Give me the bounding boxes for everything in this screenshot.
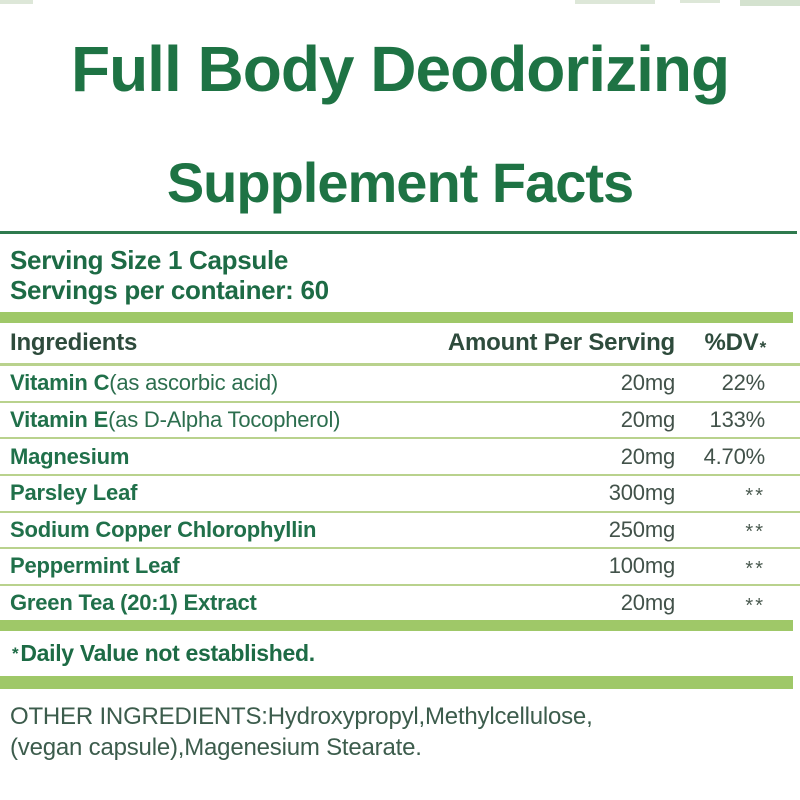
ingredient-amount: 20mg: [620, 590, 675, 616]
ingredient-dv: **: [745, 521, 765, 544]
title-divider: [0, 231, 797, 235]
other-ingredients-line1: OTHER INGREDIENTS:Hydroxypropyl,Methylce…: [10, 703, 593, 731]
top-edge-artifact: [740, 0, 800, 6]
ingredient-dv: 133%: [709, 407, 766, 433]
ingredient-name: Peppermint Leaf: [10, 553, 180, 579]
servings-per-container: Servings per container: 60: [10, 275, 329, 306]
ingredient-name: Magnesium: [10, 443, 130, 469]
ingredient-dv: 22%: [721, 370, 766, 396]
dv-asterisk: *: [759, 338, 767, 358]
header-dv: %DV*: [704, 329, 767, 358]
ingredient-amount: 20mg: [620, 370, 675, 396]
ingredient-dv: **: [745, 594, 765, 617]
ingredient-name: Green Tea (20:1) Extract: [10, 590, 257, 616]
ingredients-table: Vitamin C(as ascorbic acid) 20mg 22% Vit…: [0, 366, 800, 620]
section-bar: [0, 620, 793, 632]
ingredient-amount: 300mg: [608, 480, 675, 506]
ingredient-amount: 20mg: [620, 407, 675, 433]
product-title: Full Body Deodorizing: [70, 33, 730, 105]
top-edge-artifact: [0, 0, 33, 4]
table-row: Peppermint Leaf 100mg **: [0, 549, 800, 586]
ingredient-name: Vitamin C(as ascorbic acid): [10, 370, 279, 396]
serving-info: Serving Size 1 Capsule Servings per cont…: [0, 234, 800, 305]
ingredient-name: Parsley Leaf: [10, 480, 138, 506]
table-row: Vitamin C(as ascorbic acid) 20mg 22%: [0, 366, 800, 403]
table-header-row: Ingredients Amount Per Serving %DV*: [0, 323, 800, 367]
ingredient-amount: 250mg: [608, 516, 675, 542]
table-row: Green Tea (20:1) Extract 20mg **: [0, 586, 800, 621]
serving-size: Serving Size 1 Capsule: [10, 245, 289, 276]
table-row: Parsley Leaf 300mg **: [0, 476, 800, 513]
daily-value-footnote: *Daily Value not established.: [0, 631, 800, 676]
header-amount-per-serving: Amount Per Serving: [447, 329, 675, 357]
top-edge-artifact: [575, 0, 655, 4]
footnote-asterisk: *: [12, 644, 19, 664]
table-row: Magnesium 20mg 4.70%: [0, 439, 800, 476]
ingredient-dv: **: [745, 484, 765, 507]
section-bar: [0, 312, 793, 324]
other-ingredients: OTHER INGREDIENTS:Hydroxypropyl,Methylce…: [0, 689, 800, 763]
ingredient-name: Sodium Copper Chlorophyllin: [10, 516, 317, 542]
footnote-text: Daily Value not established.: [20, 640, 315, 667]
table-row: Sodium Copper Chlorophyllin 250mg **: [0, 513, 800, 550]
ingredient-name: Vitamin E(as D-Alpha Tocopherol): [10, 407, 341, 433]
table-row: Vitamin E(as D-Alpha Tocopherol) 20mg 13…: [0, 403, 800, 440]
ingredient-dv: **: [745, 557, 765, 580]
ingredient-amount: 100mg: [608, 553, 675, 579]
panel-title: Supplement Facts: [166, 151, 634, 215]
top-edge-artifact: [680, 0, 720, 3]
other-ingredients-line2: (vegan capsule),Magenesium Stearate.: [10, 734, 422, 762]
ingredient-dv: 4.70%: [703, 443, 766, 469]
header-ingredients: Ingredients: [10, 329, 138, 357]
ingredient-amount: 20mg: [620, 443, 675, 469]
section-bar: [0, 676, 793, 690]
